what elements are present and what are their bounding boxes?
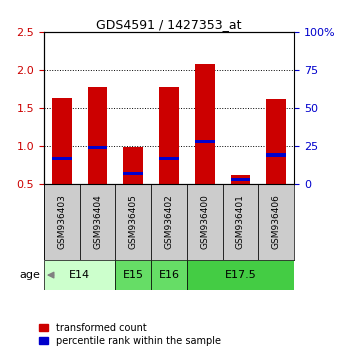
Text: GSM936402: GSM936402 (165, 194, 173, 249)
Text: GSM936406: GSM936406 (272, 194, 281, 249)
Text: GSM936404: GSM936404 (93, 194, 102, 249)
Bar (187, 260, 294, 290)
Text: E14: E14 (69, 270, 90, 280)
Bar (80, 184, 115, 260)
Text: E15: E15 (123, 270, 144, 280)
Bar (44, 260, 115, 290)
Bar (159, 156, 179, 160)
Bar (88, 87, 107, 184)
Bar (52, 98, 72, 184)
Text: E16: E16 (159, 270, 179, 280)
Bar (123, 147, 143, 184)
Bar (52, 156, 72, 160)
Text: GSM936403: GSM936403 (57, 194, 66, 249)
Text: age: age (20, 270, 40, 280)
Bar (115, 260, 151, 290)
Bar (195, 64, 215, 184)
Text: E17.5: E17.5 (224, 270, 256, 280)
Bar (115, 184, 151, 260)
Bar (44, 184, 80, 260)
Title: GDS4591 / 1427353_at: GDS4591 / 1427353_at (96, 18, 242, 31)
Text: GSM936400: GSM936400 (200, 194, 209, 249)
Bar (151, 260, 187, 290)
Bar (231, 178, 250, 181)
Bar (123, 172, 143, 175)
Bar (266, 154, 286, 156)
Text: GSM936405: GSM936405 (129, 194, 138, 249)
Bar (258, 184, 294, 260)
Text: GSM936401: GSM936401 (236, 194, 245, 249)
Bar (223, 184, 258, 260)
Bar (151, 184, 187, 260)
Bar (231, 175, 250, 184)
Bar (88, 146, 107, 149)
Bar (159, 87, 179, 184)
Bar (195, 140, 215, 143)
Bar (187, 184, 223, 260)
Bar (266, 99, 286, 184)
Legend: transformed count, percentile rank within the sample: transformed count, percentile rank withi… (39, 323, 221, 346)
